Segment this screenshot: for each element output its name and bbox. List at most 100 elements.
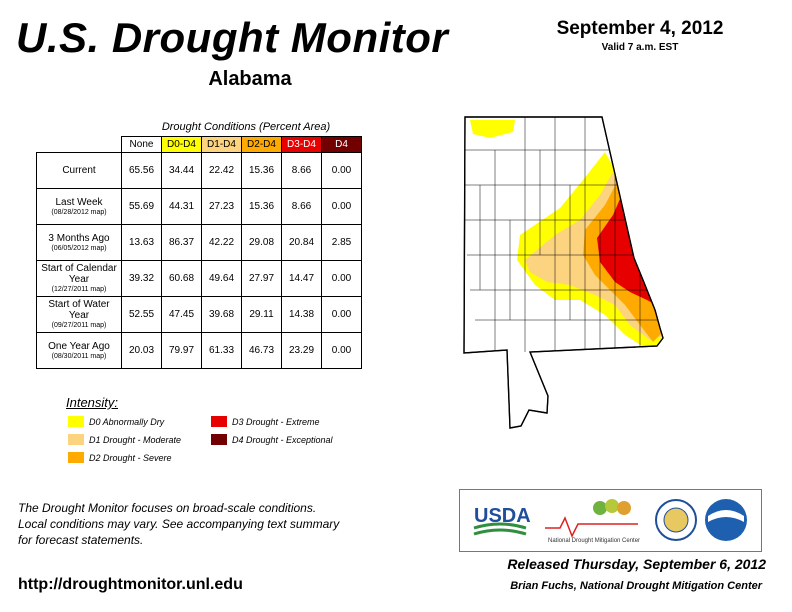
tree-icon xyxy=(593,501,607,515)
usda-swoosh xyxy=(473,522,527,530)
table-row: Last Week (08/28/2012 map) 55.69 44.31 27… xyxy=(36,188,362,225)
pulse-line-icon xyxy=(545,516,638,538)
table-cell: 29.08 xyxy=(241,224,282,261)
row-sublabel: (06/05/2012 map) xyxy=(51,244,107,252)
noaa-logo xyxy=(705,499,747,541)
row-label: Start of Calendar Year (12/27/2011 map) xyxy=(36,260,122,297)
usda-text: USDA xyxy=(474,505,531,527)
note-line-1: The Drought Monitor focuses on broad-sca… xyxy=(18,501,317,515)
table-row: One Year Ago (08/30/2011 map) 20.03 79.97… xyxy=(36,332,362,369)
legend-label-d4: D4 Drought - Exceptional xyxy=(232,435,333,445)
table-cell: 65.56 xyxy=(121,152,162,189)
table-cell: 39.32 xyxy=(121,260,162,297)
table-cell: 39.68 xyxy=(201,296,242,333)
row-sublabel: (09/27/2011 map) xyxy=(51,322,107,329)
legend-label-d3: D3 Drought - Extreme xyxy=(232,417,320,427)
county-lines xyxy=(465,117,663,352)
ndmc-text: National Drought Mitigation Center xyxy=(548,538,640,544)
doc-seal-inner xyxy=(663,507,689,533)
table-cell: 79.97 xyxy=(161,332,202,369)
tree-icon xyxy=(605,499,619,513)
table-cell: 0.00 xyxy=(321,260,362,297)
usda-logo: USDA xyxy=(473,505,531,536)
row-label-text: One Year Ago xyxy=(48,340,110,352)
table-row: Start of Water Year (09/27/2011 map) 52.5… xyxy=(36,296,362,333)
table-cell: 27.97 xyxy=(241,260,282,297)
legend-label-d2: D2 Drought - Severe xyxy=(89,453,172,463)
row-label: Start of Water Year (09/27/2011 map) xyxy=(36,296,122,333)
table-cell: 14.38 xyxy=(281,296,322,333)
table-cell: 46.73 xyxy=(241,332,282,369)
table-cell: 0.00 xyxy=(321,188,362,225)
table-cell: 55.69 xyxy=(121,188,162,225)
table-cell: 22.42 xyxy=(201,152,242,189)
row-label-text: Current xyxy=(62,165,96,176)
tree-icon xyxy=(617,501,631,515)
alabama-drought-map xyxy=(463,116,664,429)
table-cell: 15.36 xyxy=(241,152,282,189)
drought-conditions-table: None D0-D4 D1-D4 D2-D4 D3-D4 D4 Current … xyxy=(36,136,362,369)
legend-swatch-d4 xyxy=(211,434,227,445)
table-cell: 42.22 xyxy=(201,224,242,261)
table-caption: Drought Conditions (Percent Area) xyxy=(161,121,331,133)
row-sublabel: (12/27/2011 map) xyxy=(51,286,107,293)
table-cell: 0.00 xyxy=(321,152,362,189)
state-outline xyxy=(463,116,664,429)
page-title: U.S. Drought Monitor xyxy=(16,14,449,61)
noaa-logo-icon xyxy=(705,499,747,541)
table-corner xyxy=(37,137,122,153)
table-row: Current 65.56 34.44 22.42 15.36 8.66 0.0… xyxy=(36,152,362,189)
row-sublabel: (08/28/2012 map) xyxy=(51,208,107,216)
table-cell: 44.31 xyxy=(161,188,202,225)
legend-title: Intensity: xyxy=(66,395,119,410)
col-header-d4: D4 xyxy=(321,136,362,153)
table-cell: 29.11 xyxy=(241,296,282,333)
noaa-bird-icon xyxy=(708,510,744,522)
table-cell: 47.45 xyxy=(161,296,202,333)
legend-label-d0: D0 Abnormally Dry xyxy=(89,417,165,427)
row-label: One Year Ago (08/30/2011 map) xyxy=(36,332,122,369)
doc-seal xyxy=(655,499,697,541)
row-label-text: 3 Months Ago xyxy=(48,232,110,244)
legend-swatch-d1 xyxy=(68,434,84,445)
table-cell: 20.84 xyxy=(281,224,322,261)
legend-swatch-d3 xyxy=(211,416,227,427)
legend-swatch-d0 xyxy=(68,416,84,427)
row-label-text: Start of Water Year xyxy=(48,299,110,321)
table-row: 3 Months Ago (06/05/2012 map) 13.63 86.37… xyxy=(36,224,362,261)
row-label: Current xyxy=(36,152,122,189)
table-row: Start of Calendar Year (12/27/2011 map) 3… xyxy=(36,260,362,297)
note-line-3: for forecast statements. xyxy=(18,533,144,547)
partner-logos: USDA National Drought Mitigation Center xyxy=(459,489,762,552)
table-cell: 0.00 xyxy=(321,332,362,369)
legend-swatch-d2 xyxy=(68,452,84,463)
table-cell: 8.66 xyxy=(281,188,322,225)
col-header-d2-d4: D2-D4 xyxy=(241,136,282,153)
state-name: Alabama xyxy=(208,68,292,90)
d0-region-north xyxy=(470,120,515,138)
usda-swoosh-2 xyxy=(473,528,527,536)
table-cell: 49.64 xyxy=(201,260,242,297)
author-credit: Brian Fuchs, National Drought Mitigation… xyxy=(510,580,762,592)
table-cell: 52.55 xyxy=(121,296,162,333)
col-header-none: None xyxy=(121,136,162,153)
table-cell: 15.36 xyxy=(241,188,282,225)
row-label-text: Last Week xyxy=(55,196,103,208)
website-link[interactable]: http://droughtmonitor.unl.edu xyxy=(18,576,243,593)
table-cell: 20.03 xyxy=(121,332,162,369)
col-header-d3-d4: D3-D4 xyxy=(281,136,322,153)
table-cell: 60.68 xyxy=(161,260,202,297)
table-header-row: None D0-D4 D1-D4 D2-D4 D3-D4 D4 xyxy=(37,136,362,153)
valid-time: Valid 7 a.m. EST xyxy=(601,42,679,53)
logos-svg: USDA National Drought Mitigation Center xyxy=(473,499,747,544)
table-cell: 2.85 xyxy=(321,224,362,261)
row-label: 3 Months Ago (06/05/2012 map) xyxy=(36,224,122,261)
table-cell: 34.44 xyxy=(161,152,202,189)
table-cell: 61.33 xyxy=(201,332,242,369)
row-label-text: Start of Calendar Year xyxy=(41,263,117,285)
table-cell: 8.66 xyxy=(281,152,322,189)
table-cell: 86.37 xyxy=(161,224,202,261)
table-cell: 13.63 xyxy=(121,224,162,261)
col-header-d0-d4: D0-D4 xyxy=(161,136,202,153)
table-cell: 23.29 xyxy=(281,332,322,369)
